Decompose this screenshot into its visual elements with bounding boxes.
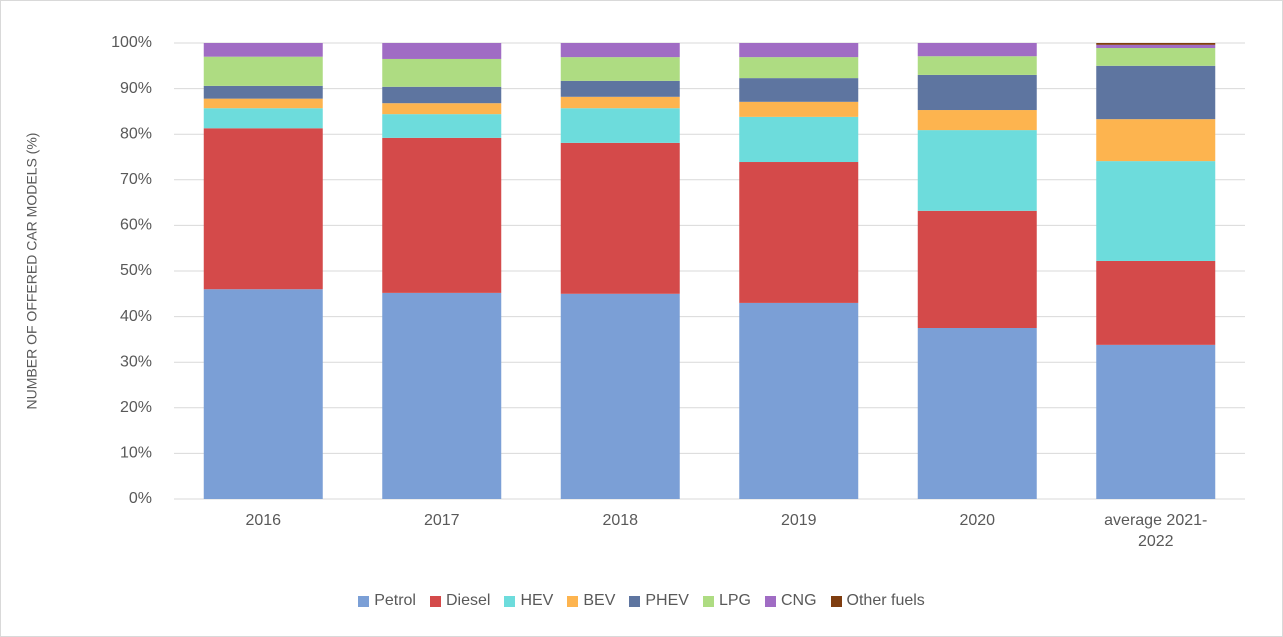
- legend-item: PHEV: [629, 592, 689, 610]
- bar-segment: [203, 98, 323, 109]
- bar-segment: [917, 43, 1037, 57]
- x-tick-label: 2019: [780, 512, 817, 529]
- legend-item: BEV: [567, 592, 615, 610]
- x-tick-label: 2017: [423, 512, 460, 529]
- legend-item: Diesel: [429, 592, 491, 610]
- x-tick-label: 2016: [245, 512, 282, 529]
- bar-segment: [1096, 119, 1216, 162]
- bar-segment: [382, 137, 502, 293]
- bar-segment: [917, 130, 1037, 211]
- y-tick-label: 50%: [120, 262, 152, 279]
- bar-segment: [560, 108, 680, 143]
- bar-segment: [739, 116, 859, 163]
- legend-item: Petrol: [358, 592, 416, 610]
- legend-label: CNG: [780, 592, 817, 609]
- bar-segment: [1096, 43, 1216, 45]
- legend-label: LPG: [718, 592, 751, 609]
- legend-swatch: [764, 595, 776, 607]
- bar-segment: [1096, 344, 1216, 499]
- x-tick-label: 2020: [959, 512, 996, 529]
- legend-item: Other fuels: [830, 592, 925, 610]
- bar-segment: [203, 56, 323, 86]
- y-tick-label: 20%: [120, 399, 152, 416]
- legend-swatch: [429, 595, 441, 607]
- legend-label: PHEV: [645, 592, 689, 609]
- legend-item: CNG: [764, 592, 817, 610]
- bar-segment: [1096, 161, 1216, 261]
- legend-label: Other fuels: [846, 592, 925, 609]
- legend-swatch: [504, 595, 516, 607]
- bar-segment: [1096, 48, 1216, 66]
- bar-segment: [1096, 260, 1216, 345]
- bar-segment: [382, 43, 502, 59]
- y-tick-label: 0%: [129, 490, 152, 507]
- bar-segment: [917, 74, 1037, 111]
- x-tick-label: 2018: [602, 512, 639, 529]
- bar-segment: [917, 328, 1037, 499]
- bar-segment: [739, 101, 859, 117]
- bar-segment: [739, 162, 859, 303]
- y-tick-label: 40%: [120, 308, 152, 325]
- bar-segment: [203, 85, 323, 99]
- legend-swatch: [567, 595, 579, 607]
- bar-segment: [739, 302, 859, 499]
- bar-segment: [917, 210, 1037, 328]
- bar-segment: [739, 78, 859, 102]
- legend-item: LPG: [702, 592, 751, 610]
- bar-segment: [203, 43, 323, 57]
- legend-swatch: [629, 595, 641, 607]
- bar-segment: [739, 43, 859, 58]
- bar-segment: [560, 57, 680, 81]
- bar-segment: [560, 80, 680, 97]
- bar-segment: [1096, 44, 1216, 49]
- bar-segment: [1096, 65, 1216, 120]
- bar-segment: [917, 110, 1037, 131]
- legend-label: BEV: [583, 592, 616, 609]
- bar-segment: [382, 86, 502, 104]
- x-tick-label: average 2021-2022: [1104, 512, 1208, 550]
- legend-label: Petrol: [374, 592, 416, 609]
- y-tick-label: 30%: [120, 353, 152, 370]
- y-axis-label: NUMBER OF OFFERED CAR MODELS (%): [24, 133, 40, 410]
- legend-swatch: [830, 595, 842, 607]
- bar-segment: [382, 58, 502, 87]
- legend-swatch: [702, 595, 714, 607]
- bar-segment: [382, 114, 502, 138]
- bar-segment: [382, 103, 502, 115]
- bar-segment: [560, 142, 680, 294]
- bar-segment: [560, 43, 680, 58]
- bar-segment: [203, 108, 323, 129]
- y-tick-label: 10%: [120, 445, 152, 462]
- y-tick-label: 90%: [120, 80, 152, 97]
- bar-segment: [917, 56, 1037, 75]
- bar-segment: [739, 57, 859, 79]
- legend: Petrol Diesel HEV BEV PHEV LPG CNG Other fuels: [0, 592, 1283, 610]
- y-tick-label: 60%: [120, 217, 152, 234]
- bar-segment: [560, 96, 680, 109]
- legend-label: Diesel: [445, 592, 491, 609]
- legend-swatch: [358, 595, 370, 607]
- bar-segment: [560, 293, 680, 499]
- y-tick-label: 80%: [120, 125, 152, 142]
- y-tick-label: 70%: [120, 171, 152, 188]
- legend-label: HEV: [520, 592, 554, 609]
- legend-item: HEV: [504, 592, 553, 610]
- bar-segment: [382, 292, 502, 499]
- bar-segment: [203, 128, 323, 290]
- y-tick-label: 100%: [111, 34, 152, 51]
- bar-segment: [203, 289, 323, 499]
